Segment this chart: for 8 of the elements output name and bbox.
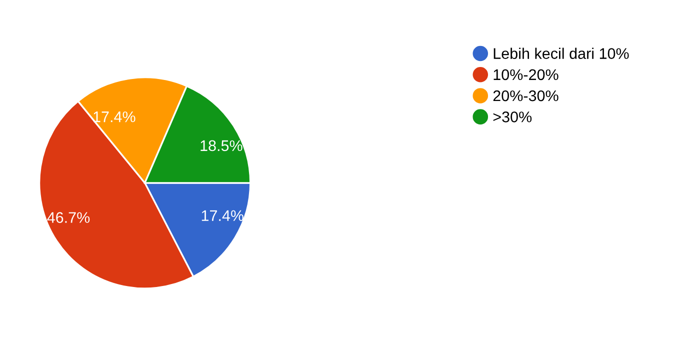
legend-label: 10%-20% (494, 69, 558, 80)
legend-label: >30% (493, 112, 532, 122)
data-label: 17.4% (202, 210, 244, 221)
legend-label: Lebih kecil dari 10% (494, 48, 629, 59)
data-label: 17.4% (94, 111, 136, 122)
legend-label: 20%-30% (493, 90, 558, 102)
data-label: 46.7% (47, 212, 90, 223)
data-label: 18.5% (200, 140, 242, 152)
